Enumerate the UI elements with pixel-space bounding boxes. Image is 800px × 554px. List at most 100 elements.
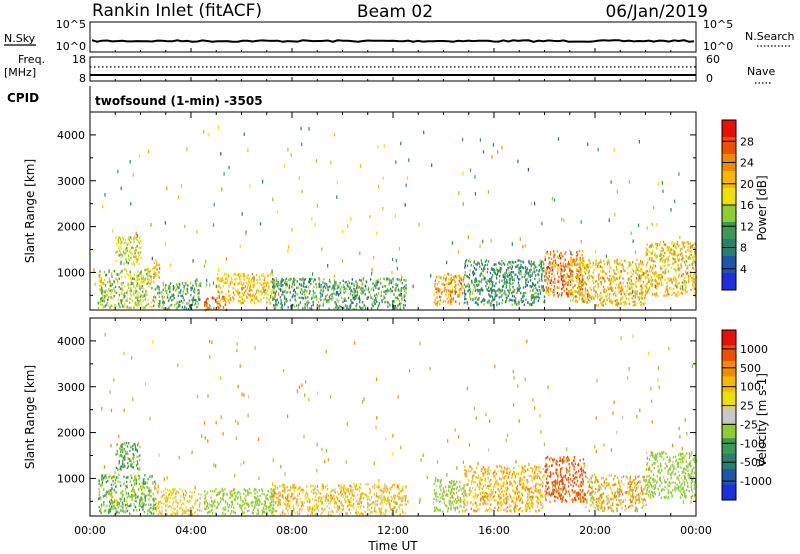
velocity-cell bbox=[255, 496, 257, 500]
velocity-cell bbox=[344, 492, 346, 495]
power-cell bbox=[688, 277, 690, 280]
power-cell bbox=[383, 144, 385, 148]
velocity-cell bbox=[351, 491, 353, 494]
velocity-cell bbox=[326, 493, 328, 496]
power-cell bbox=[226, 281, 228, 284]
power-cell bbox=[647, 290, 649, 293]
power-cell bbox=[150, 301, 153, 305]
power-cell bbox=[640, 294, 643, 298]
power-cell bbox=[494, 291, 496, 294]
power-cell bbox=[122, 238, 124, 241]
velocity-cell bbox=[349, 485, 351, 488]
power-cell bbox=[558, 275, 560, 279]
power-cell bbox=[503, 281, 505, 284]
power-cell bbox=[638, 140, 640, 144]
power-cell bbox=[485, 280, 487, 283]
power-cell bbox=[272, 291, 274, 294]
velocity-cell bbox=[389, 506, 391, 509]
power-cell bbox=[562, 276, 564, 279]
power-cell bbox=[655, 272, 657, 275]
velocity-cell bbox=[233, 488, 235, 492]
power-cell bbox=[310, 305, 313, 308]
power-cell bbox=[127, 306, 129, 309]
velocity-cell bbox=[247, 492, 249, 495]
velocity-cell bbox=[314, 513, 316, 516]
power-cell bbox=[195, 284, 197, 288]
power-cell bbox=[173, 293, 175, 296]
power-cell bbox=[304, 306, 306, 309]
power-cell bbox=[286, 280, 288, 284]
power-cell bbox=[230, 276, 233, 280]
power-cell bbox=[660, 247, 663, 250]
velocity-cell bbox=[246, 489, 248, 492]
power-cell bbox=[578, 271, 581, 274]
power-cell bbox=[318, 282, 320, 287]
power-cell bbox=[692, 277, 694, 280]
power-cell bbox=[601, 296, 603, 299]
power-cell bbox=[138, 274, 140, 277]
power-cell bbox=[509, 261, 511, 264]
power-cell bbox=[464, 266, 466, 269]
power-cell bbox=[556, 286, 559, 289]
velocity-cell bbox=[284, 512, 286, 516]
velocity-cell bbox=[346, 488, 349, 491]
power-cell bbox=[251, 273, 253, 276]
power-cell bbox=[128, 250, 131, 253]
power-cell bbox=[449, 282, 451, 285]
power-cell bbox=[566, 272, 568, 276]
power-cell bbox=[176, 306, 178, 309]
velocity-cell bbox=[348, 508, 350, 512]
power-cell bbox=[512, 271, 515, 274]
velocity-cell bbox=[176, 511, 178, 515]
power-cell bbox=[640, 291, 642, 294]
power-cell bbox=[133, 235, 136, 239]
power-cell bbox=[220, 277, 222, 280]
power-cell bbox=[652, 293, 654, 296]
power-cell bbox=[276, 285, 279, 288]
velocity-cell bbox=[224, 501, 227, 504]
power-cell bbox=[521, 300, 523, 304]
velocity-cell bbox=[181, 489, 184, 492]
power-cell bbox=[522, 286, 525, 289]
velocity-cell bbox=[279, 485, 281, 488]
power-cell bbox=[475, 277, 477, 280]
velocity-cell bbox=[357, 511, 359, 514]
power-cell bbox=[399, 305, 402, 308]
power-cell bbox=[511, 267, 513, 270]
power-cell bbox=[520, 272, 522, 276]
velocity-cell bbox=[330, 510, 332, 513]
power-cell bbox=[451, 241, 453, 245]
power-cell bbox=[642, 303, 644, 306]
power-cell bbox=[538, 279, 541, 282]
power-cell bbox=[322, 281, 324, 284]
power-cell bbox=[480, 259, 482, 262]
power-cell bbox=[536, 269, 538, 272]
power-cell bbox=[674, 284, 676, 287]
power-cell bbox=[351, 301, 354, 304]
velocity-cell bbox=[193, 490, 196, 494]
power-cell bbox=[490, 287, 492, 290]
power-cell bbox=[258, 291, 260, 294]
velocity-cell bbox=[137, 462, 139, 465]
velocity-cell bbox=[256, 512, 258, 515]
power-cell bbox=[552, 281, 554, 284]
power-cell bbox=[446, 260, 448, 265]
power-cell bbox=[628, 261, 630, 264]
power-cell bbox=[399, 292, 401, 295]
power-cell bbox=[354, 297, 356, 300]
power-cell bbox=[561, 254, 563, 257]
power-cell bbox=[661, 181, 663, 185]
velocity-cell bbox=[296, 512, 299, 515]
power-cell bbox=[640, 277, 642, 281]
power-cell bbox=[395, 160, 397, 164]
power-cell bbox=[333, 292, 335, 295]
velocity-cell bbox=[380, 489, 382, 492]
velocity-cell bbox=[337, 497, 339, 500]
power-cell bbox=[601, 276, 603, 279]
power-cell bbox=[507, 266, 510, 270]
velocity-cell bbox=[359, 498, 361, 501]
power-cell bbox=[142, 299, 144, 302]
power-cell bbox=[359, 298, 361, 301]
power-cell bbox=[684, 283, 686, 286]
power-cell bbox=[353, 291, 355, 295]
